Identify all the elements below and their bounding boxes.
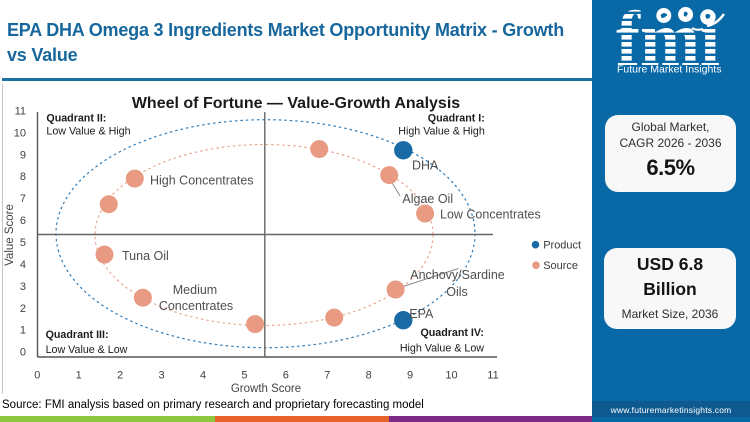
svg-text:Growth Score: Growth Score [231,383,301,395]
svg-text:8: 8 [366,370,372,382]
svg-text:Quadrant II:: Quadrant II: [46,113,106,125]
svg-text:7: 7 [20,193,26,205]
svg-text:2: 2 [20,303,26,315]
svg-text:11: 11 [15,106,26,118]
svg-text:7: 7 [324,370,330,382]
svg-text:Quadrant IV:: Quadrant IV: [420,327,484,339]
svg-text:Tuna Oil: Tuna Oil [122,249,169,263]
svg-text:Algae Oil: Algae Oil [402,192,453,206]
svg-text:4: 4 [200,370,206,382]
svg-text:Source: Source [543,260,578,272]
svg-text:10: 10 [14,127,26,139]
svg-text:Low Value & High: Low Value & High [46,126,130,138]
svg-text:3: 3 [159,370,165,382]
svg-text:5: 5 [20,237,26,249]
svg-text:9: 9 [20,149,26,161]
svg-text:8: 8 [20,171,26,183]
svg-text:3: 3 [20,281,26,293]
svg-text:6: 6 [20,215,26,227]
svg-text:0: 0 [20,347,26,359]
svg-text:High Value & High: High Value & High [398,126,485,138]
svg-text:Future Market Insights: Future Market Insights [617,64,721,76]
svg-text:2: 2 [117,370,123,382]
svg-text:Wheel of Fortune — Value-Growt: Wheel of Fortune — Value-Growth Analysis [132,95,460,112]
svg-text:Value Score: Value Score [4,204,16,266]
svg-text:Product: Product [543,239,581,251]
svg-text:Medium: Medium [173,283,217,297]
svg-text:DHA: DHA [412,158,439,172]
svg-text:4: 4 [20,259,26,271]
svg-text:Low Concentrates: Low Concentrates [440,207,541,221]
svg-text:Quadrant I:: Quadrant I: [428,113,485,125]
svg-text:Oils: Oils [446,285,468,299]
svg-text:EPA: EPA [409,307,434,321]
svg-text:High Value & Low: High Value & Low [400,343,484,355]
svg-text:Low Value & Low: Low Value & Low [46,344,128,356]
svg-text:1: 1 [76,370,82,382]
svg-text:0: 0 [34,370,40,382]
svg-text:11: 11 [487,370,498,382]
svg-text:Concentrates: Concentrates [159,299,233,313]
svg-text:6: 6 [283,370,289,382]
svg-text:5: 5 [241,370,247,382]
svg-text:9: 9 [407,370,413,382]
svg-text:Quadrant III:: Quadrant III: [46,329,109,341]
svg-text:1: 1 [20,325,26,337]
svg-text:Anchovy/Sardine: Anchovy/Sardine [410,268,505,282]
svg-text:High Concentrates: High Concentrates [150,174,254,188]
svg-text:10: 10 [445,370,457,382]
